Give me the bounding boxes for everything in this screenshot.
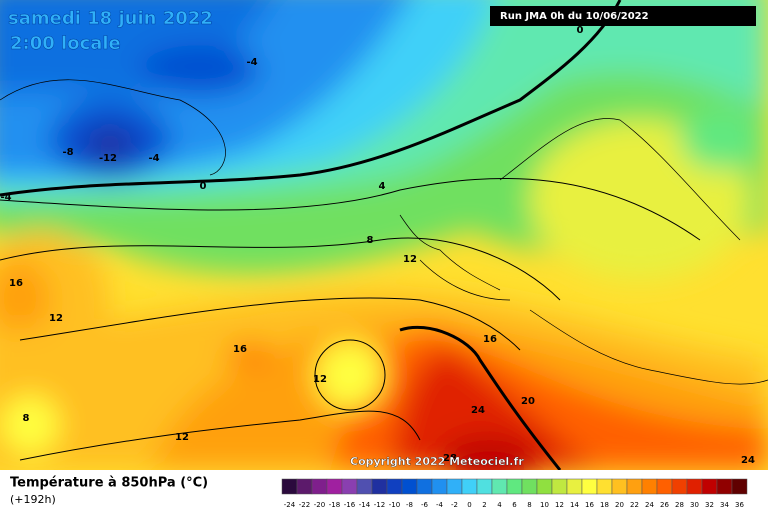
contour-labels: -4 -8 -12 -4 -4 0 4 0 8 12 16 12 16 12 16 8 12 24 20 28 24: [0, 25, 755, 466]
legend-label: -16: [344, 501, 356, 509]
contour-label: 12: [175, 432, 189, 443]
legend-swatch: [611, 478, 628, 495]
legend-label: 6: [512, 501, 517, 509]
contour-label: 24: [741, 455, 755, 466]
legend-swatch: [371, 478, 388, 495]
legend-label: 22: [630, 501, 639, 509]
temperature-map: -4 -8 -12 -4 -4 0 4 0 8 12 16 12 16 12 16 8 12 24 20 28 24 s…: [0, 0, 768, 470]
legend-swatch: [566, 478, 583, 495]
legend-label: 32: [705, 501, 714, 509]
legend-label: 0: [467, 501, 471, 509]
legend-swatch: [626, 478, 643, 495]
legend-label: -2: [451, 501, 458, 509]
legend-label: -20: [314, 501, 325, 509]
legend-swatch: [551, 478, 568, 495]
legend-swatch: [461, 478, 478, 495]
legend-swatch: [281, 478, 298, 495]
legend-swatch: [671, 478, 688, 495]
legend-swatch: [341, 478, 358, 495]
legend-swatch: [536, 478, 553, 495]
legend-swatch: [326, 478, 343, 495]
contour-label: 24: [471, 405, 485, 416]
legend-label: 10: [540, 501, 549, 509]
run-box: [490, 6, 756, 26]
legend-label: -4: [436, 501, 444, 509]
legend-label: 8: [527, 501, 531, 509]
legend-swatch: [431, 478, 448, 495]
legend-swatch: [491, 478, 508, 495]
legend-swatch: [731, 478, 748, 495]
contour-label: 20: [521, 396, 535, 407]
contour-label: 16: [233, 344, 247, 355]
legend-label: -18: [329, 501, 340, 509]
legend-label: -6: [421, 501, 429, 509]
copyright: Copyright 2022 Meteociel.fr: [350, 455, 524, 468]
contour-label: 12: [49, 313, 63, 324]
legend-swatch: [476, 478, 493, 495]
contour-label: -12: [99, 153, 117, 164]
legend-label: 4: [497, 501, 502, 509]
footer-lead: (+192h): [10, 493, 56, 506]
legend-label: 14: [570, 501, 579, 509]
contour-label: 0: [200, 181, 207, 192]
legend-label: 16: [585, 501, 594, 509]
legend-label: 30: [690, 501, 699, 509]
legend-label: -12: [374, 501, 385, 509]
legend-label: -24: [284, 501, 296, 509]
contour-label: 28: [443, 453, 457, 464]
contour-label: 8: [23, 413, 30, 424]
contour-label: -8: [62, 147, 73, 158]
contour-label: -4: [0, 192, 11, 203]
legend-swatch: [716, 478, 733, 495]
legend-label: 28: [675, 501, 684, 509]
legend-swatch: [311, 478, 328, 495]
legend-swatch: [356, 478, 373, 495]
legend-label: 20: [615, 501, 624, 509]
contour-label: 4: [379, 181, 386, 192]
legend-label: 24: [645, 501, 654, 509]
legend-label: -10: [389, 501, 400, 509]
legend-swatch: [416, 478, 433, 495]
run-info: Run JMA 0h du 10/06/2022: [500, 11, 649, 22]
legend-label: 36: [735, 501, 744, 509]
map-date: samedi 18 juin 2022: [8, 8, 213, 29]
legend-swatch: [656, 478, 673, 495]
legend-swatch: [701, 478, 718, 495]
contour-label: 12: [403, 254, 417, 265]
legend-label: 12: [555, 501, 564, 509]
contour-label: 12: [313, 374, 327, 385]
legend-swatch: [296, 478, 313, 495]
legend-label: 2: [482, 501, 486, 509]
legend-label: 34: [720, 501, 729, 509]
contour-label: -4: [148, 153, 159, 164]
color-legend: -24 -22 -20 -18 -16 -14 -12 -10 -8 -6 -4 -2 0 2 4 6 8 10 1…: [281, 478, 748, 509]
map-time: 2:00 locale: [10, 33, 121, 54]
contour-label: 0: [577, 25, 584, 36]
legend-swatch: [596, 478, 613, 495]
legend-swatch: [521, 478, 538, 495]
legend-swatch: [686, 478, 703, 495]
legend-label: 26: [660, 501, 669, 509]
legend-swatch: [386, 478, 403, 495]
legend-label: -8: [406, 501, 413, 509]
legend-swatch: [581, 478, 598, 495]
legend-label: 18: [600, 501, 609, 509]
legend-label: -14: [359, 501, 371, 509]
legend-swatch: [641, 478, 658, 495]
legend-label: -22: [299, 501, 310, 509]
contour-label: -4: [246, 57, 257, 68]
contour-label: 16: [483, 334, 497, 345]
legend-swatch: [446, 478, 463, 495]
footer-title: Température à 850hPa (°C): [10, 476, 208, 491]
legend-swatch: [506, 478, 523, 495]
legend-swatch: [401, 478, 418, 495]
contour-label: 16: [9, 278, 23, 289]
contour-label: 8: [367, 235, 374, 246]
